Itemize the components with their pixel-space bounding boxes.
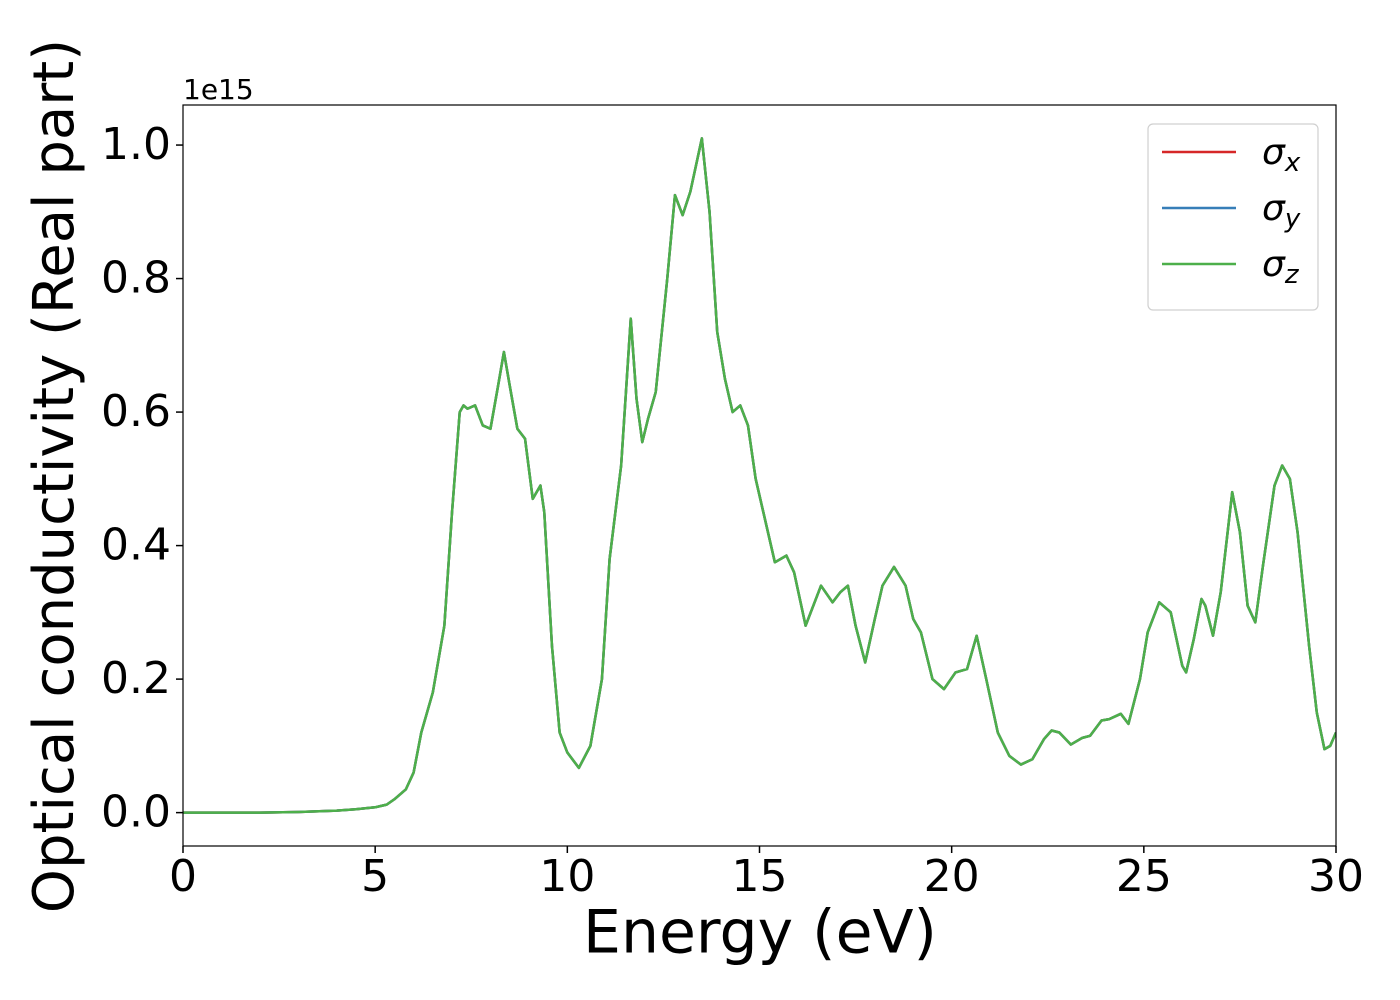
x-axis-label: Energy (eV) bbox=[583, 898, 937, 968]
x-tick-label: 20 bbox=[924, 851, 980, 902]
x-tick-label: 30 bbox=[1308, 851, 1364, 902]
x-tick-label: 0 bbox=[169, 851, 197, 902]
x-tick-label: 5 bbox=[361, 851, 389, 902]
y-axis-label: Optical conductivity (Real part) bbox=[22, 39, 87, 913]
x-tick-label: 10 bbox=[539, 851, 595, 902]
legend-label: σy bbox=[1262, 188, 1301, 234]
y-tick-label: 0.0 bbox=[101, 787, 171, 838]
x-tick-label: 15 bbox=[732, 851, 788, 902]
y-tick-label: 0.2 bbox=[101, 653, 171, 704]
y-tick-label: 0.8 bbox=[101, 253, 171, 304]
plot-frame bbox=[182, 104, 1337, 847]
legend-label: σz bbox=[1262, 244, 1300, 290]
y-offset-label: 1e15 bbox=[183, 73, 254, 106]
y-tick-label: 0.4 bbox=[101, 520, 171, 571]
y-tick-label: 0.6 bbox=[101, 386, 171, 437]
x-tick-label: 25 bbox=[1116, 851, 1172, 902]
series-line bbox=[183, 137, 1336, 814]
legend-label: σx bbox=[1262, 132, 1301, 178]
y-tick-label: 1.0 bbox=[101, 119, 171, 170]
